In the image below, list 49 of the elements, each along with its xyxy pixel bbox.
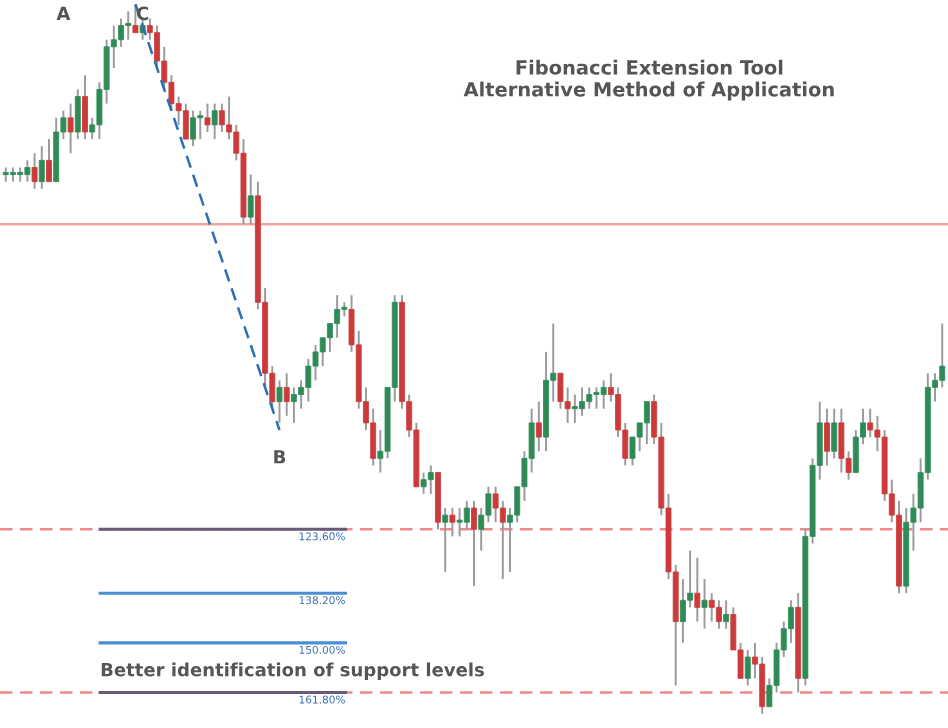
candlestick <box>701 578 708 630</box>
candlestick <box>838 407 845 474</box>
candlestick <box>82 74 88 141</box>
candlestick <box>694 556 701 623</box>
candlestick <box>190 109 196 148</box>
candlestick <box>593 386 600 410</box>
candlestick <box>708 592 715 623</box>
annotation: B <box>274 450 286 464</box>
candlestick <box>276 379 283 424</box>
annotation: A <box>56 6 71 20</box>
candlestick <box>197 109 204 141</box>
candlestick <box>204 102 211 133</box>
candlestick <box>471 499 477 588</box>
candlestick <box>586 386 593 410</box>
candlestick <box>31 152 38 190</box>
candlestick <box>38 145 45 190</box>
candlestick <box>535 400 542 453</box>
candlestick <box>132 3 139 34</box>
candlestick <box>24 159 31 183</box>
candlestick <box>427 464 434 495</box>
candlestick <box>67 102 74 155</box>
candlestick <box>125 10 132 41</box>
candlestick <box>334 294 341 339</box>
candlestick <box>247 173 254 226</box>
candlestick <box>571 393 578 424</box>
candlestick <box>290 386 297 424</box>
candlestick <box>442 507 449 573</box>
candlestick <box>600 379 607 410</box>
annotation: Better identification of support levels <box>101 662 484 680</box>
candlestick <box>463 499 470 531</box>
annotation: C <box>136 6 149 21</box>
candlestick <box>420 471 427 495</box>
candlestick <box>211 102 218 141</box>
candlestick <box>824 407 830 467</box>
text: Fibonacci Extension Tool <box>516 59 783 75</box>
candlestick <box>46 138 52 183</box>
candlestick <box>744 648 751 687</box>
candlestick <box>456 507 463 538</box>
text: Alternative Method of Application <box>463 81 834 101</box>
candlestick <box>305 358 312 403</box>
candlestick <box>182 102 189 141</box>
candlestick <box>643 400 650 446</box>
candlestick <box>723 599 730 630</box>
candlestick <box>283 372 290 417</box>
candlestick <box>449 507 456 538</box>
candlestick <box>579 386 585 417</box>
candlestick <box>218 102 225 133</box>
candlestick <box>831 407 838 460</box>
candlestick <box>715 599 722 630</box>
